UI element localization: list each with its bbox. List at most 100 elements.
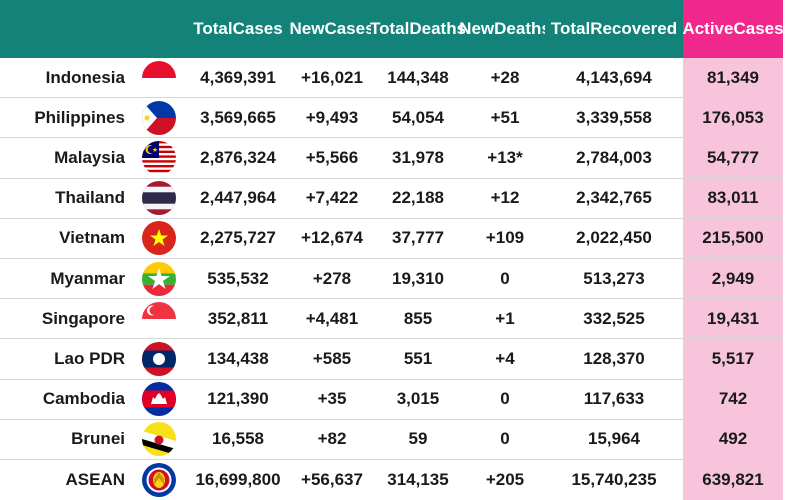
row-malaysia-total-cases: 2,876,324 xyxy=(183,138,293,179)
row-malaysia-total-recovered: 2,784,003 xyxy=(545,138,683,179)
row-cambodia-total-deaths: 3,015 xyxy=(371,380,465,420)
indonesia-flag-icon xyxy=(142,60,176,95)
row-indonesia-new-cases: +16,021 xyxy=(293,58,371,99)
row-asean-total-deaths: 314,135 xyxy=(387,469,449,489)
row-cambodia-active-cases: 742 xyxy=(683,379,783,420)
row-singapore-total-recovered: 332,525 xyxy=(545,299,683,340)
row-indonesia-flag-cell xyxy=(135,58,183,99)
row-indonesia-new-deaths: +28 xyxy=(465,58,545,99)
row-philippines-new-cases: +9,493 xyxy=(293,98,371,139)
row-cambodia-total-recovered: 117,633 xyxy=(545,380,683,420)
row-myanmar-flag-cell xyxy=(135,259,183,300)
header-total-cases: Total Cases xyxy=(183,0,293,58)
row-lao-pdr-total-cases: 134,438 xyxy=(183,339,293,380)
philippines-flag-icon xyxy=(142,100,176,135)
row-malaysia-new-deaths: +13* xyxy=(465,138,545,179)
row-philippines-total-cases: 3,569,665 xyxy=(183,98,293,139)
row-cambodia-total-cases: 121,390 xyxy=(183,380,293,420)
row-vietnam-new-deaths: +109 xyxy=(465,219,545,259)
row-thailand-new-cases: +7,422 xyxy=(293,179,371,219)
row-vietnam-total-cases: 2,275,727 xyxy=(183,219,293,259)
row-malaysia-flag-cell xyxy=(135,138,183,179)
row-malaysia-country: Malaysia xyxy=(0,138,135,179)
row-singapore-new-deaths: +1 xyxy=(465,299,545,340)
row-myanmar-total-deaths: 19,310 xyxy=(371,259,465,300)
header-flag-blank xyxy=(135,0,183,58)
row-singapore-country: Singapore xyxy=(0,299,135,340)
malaysia-flag-icon xyxy=(142,140,176,175)
row-asean-flag-cell xyxy=(135,460,183,500)
row-brunei-country: Brunei xyxy=(0,420,135,460)
row-lao-pdr-new-cases: +585 xyxy=(293,339,371,380)
row-malaysia-total-deaths: 31,978 xyxy=(371,138,465,179)
row-myanmar-active-cases: 2,949 xyxy=(683,258,783,300)
brunei-flag-icon xyxy=(142,422,176,457)
row-lao-pdr-new-deaths: +4 xyxy=(465,339,545,380)
row-lao-pdr-active-cases: 5,517 xyxy=(683,339,783,380)
row-myanmar-new-cases: +278 xyxy=(293,259,371,300)
row-asean-total-cases: 16,699,800 xyxy=(195,469,281,489)
row-brunei-new-cases: +82 xyxy=(293,420,371,460)
row-asean-total-recovered: 15,740,235 xyxy=(571,469,657,489)
row-malaysia-new-cases: +5,566 xyxy=(293,138,371,179)
row-brunei-new-deaths: 0 xyxy=(465,420,545,460)
row-brunei-total-recovered: 15,964 xyxy=(545,420,683,460)
row-vietnam-country: Vietnam xyxy=(0,219,135,259)
row-thailand-total-deaths: 22,188 xyxy=(371,179,465,219)
row-cambodia-country: Cambodia xyxy=(0,380,135,420)
row-cambodia-new-deaths: 0 xyxy=(465,380,545,420)
row-singapore-new-cases: +4,481 xyxy=(293,299,371,340)
header-total-deaths: Total Deaths xyxy=(370,0,466,58)
row-singapore-flag-cell xyxy=(135,299,183,340)
row-thailand-active-cases: 83,011 xyxy=(683,178,783,219)
header-active-cases: Active Cases xyxy=(682,0,784,58)
row-cambodia-new-cases: +35 xyxy=(293,380,371,420)
row-thailand-flag-cell xyxy=(135,179,183,219)
row-thailand-new-deaths: +12 xyxy=(465,179,545,219)
row-singapore-total-cases: 352,811 xyxy=(183,299,293,340)
row-brunei-flag-cell xyxy=(135,420,183,460)
row-lao-pdr-total-deaths: 551 xyxy=(371,339,465,380)
row-vietnam-new-cases: +12,674 xyxy=(293,219,371,259)
row-brunei-total-deaths: 59 xyxy=(371,420,465,460)
row-philippines-new-deaths: +51 xyxy=(465,98,545,139)
row-indonesia-total-recovered: 4,143,694 xyxy=(545,58,683,99)
row-asean-active-cases: 639,821 xyxy=(683,459,783,500)
row-philippines-country: Philippines xyxy=(0,98,135,139)
row-malaysia-active-cases: 54,777 xyxy=(683,138,783,179)
row-myanmar-total-cases: 535,532 xyxy=(183,259,293,300)
row-indonesia-country: Indonesia xyxy=(0,58,135,99)
row-indonesia-total-deaths: 144,348 xyxy=(371,58,465,99)
row-brunei-total-cases: 16,558 xyxy=(183,420,293,460)
vietnam-flag-icon xyxy=(142,221,176,256)
row-thailand-total-recovered: 2,342,765 xyxy=(545,179,683,219)
header-new-cases: New Cases xyxy=(289,0,375,58)
row-vietnam-total-deaths: 37,777 xyxy=(371,219,465,259)
row-philippines-flag-cell xyxy=(135,98,183,139)
row-philippines-total-deaths: 54,054 xyxy=(371,98,465,139)
row-lao-pdr-total-recovered: 128,370 xyxy=(545,339,683,380)
header-total-recovered: Total Recovered xyxy=(545,0,683,58)
singapore-flag-icon xyxy=(142,301,176,336)
row-indonesia-active-cases: 81,349 xyxy=(683,58,783,99)
row-cambodia-flag-cell xyxy=(135,380,183,420)
row-vietnam-total-recovered: 2,022,450 xyxy=(545,219,683,259)
row-myanmar-total-recovered: 513,273 xyxy=(545,259,683,300)
row-asean-new-deaths: +205 xyxy=(485,469,525,489)
thailand-flag-icon xyxy=(142,181,176,216)
row-thailand-country: Thailand xyxy=(0,179,135,219)
row-myanmar-country: Myanmar xyxy=(0,259,135,300)
row-asean-country: ASEAN xyxy=(65,469,125,489)
asean-emblem-icon xyxy=(142,462,176,497)
header-country-blank xyxy=(0,0,135,58)
row-vietnam-active-cases: 215,500 xyxy=(683,218,783,259)
row-brunei-active-cases: 492 xyxy=(683,419,783,460)
row-thailand-total-cases: 2,447,964 xyxy=(183,179,293,219)
header-new-deaths: New Deaths xyxy=(459,0,551,58)
row-lao-pdr-flag-cell xyxy=(135,339,183,380)
row-lao-pdr-country: Lao PDR xyxy=(0,339,135,380)
row-philippines-total-recovered: 3,339,558 xyxy=(545,98,683,139)
row-indonesia-total-cases: 4,369,391 xyxy=(183,58,293,99)
row-asean-new-cases: +56,637 xyxy=(301,469,363,489)
